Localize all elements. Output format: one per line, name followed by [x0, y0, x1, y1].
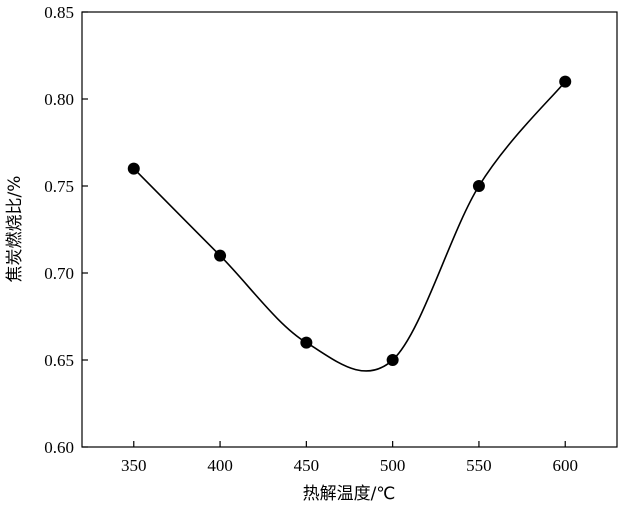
x-tick-label: 450	[294, 456, 320, 475]
y-tick-label: 0.70	[44, 264, 74, 283]
data-point	[559, 75, 572, 88]
x-tick-label: 600	[552, 456, 578, 475]
data-point	[300, 336, 313, 349]
y-tick-label: 0.80	[44, 90, 74, 109]
x-tick-label: 550	[466, 456, 492, 475]
y-tick-label: 0.60	[44, 438, 74, 457]
x-tick-label: 400	[207, 456, 233, 475]
x-axis-title: 热解温度/℃	[303, 484, 396, 504]
y-axis-ticks: 0.60 0.65 0.70 0.75 0.80 0.85	[44, 3, 88, 457]
data-point	[386, 354, 399, 366]
y-tick-label: 0.85	[44, 3, 74, 22]
y-axis-title: 焦炭燃烧比/%	[5, 176, 25, 283]
data-point	[127, 162, 140, 175]
series-line	[133, 81, 566, 372]
data-point	[472, 180, 485, 192]
data-points	[127, 75, 572, 366]
data-point	[214, 249, 227, 262]
y-tick-label: 0.65	[44, 351, 74, 370]
x-tick-label: 350	[121, 456, 147, 475]
x-tick-label: 500	[380, 456, 406, 475]
plot-frame	[81, 11, 618, 448]
x-axis-ticks: 350 400 450 500 550 600	[121, 441, 578, 475]
y-tick-label: 0.75	[44, 177, 74, 196]
